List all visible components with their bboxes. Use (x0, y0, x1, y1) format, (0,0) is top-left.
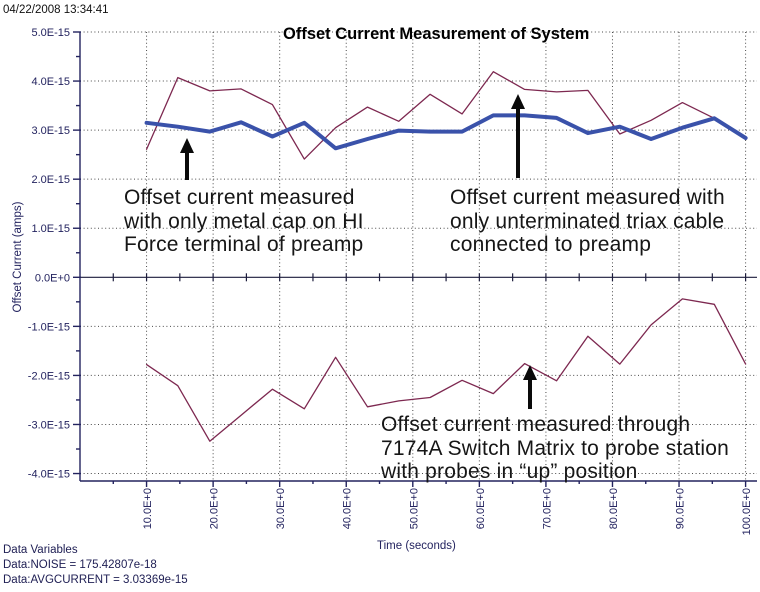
data-variables-title: Data Variables (3, 544, 78, 556)
data-avgcurrent-value: Data:AVGCURRENT = 3.03369e-15 (3, 574, 188, 586)
annotation-line: connected to preamp (450, 233, 652, 256)
data-noise-value: Data:NOISE = 175.42807e-18 (3, 559, 157, 571)
x-tick-label: 70.0E+0 (541, 488, 553, 529)
up-arrow-metal-cap-icon (180, 138, 194, 180)
up-arrow-triax-icon (511, 94, 525, 178)
annotation-line: Force terminal of preamp (124, 233, 364, 256)
annotation-line: with only metal cap on HI (124, 209, 364, 233)
x-tick-label: 80.0E+0 (608, 488, 620, 529)
annotation-line: only unterminated triax cable (450, 209, 725, 233)
timestamp: 04/22/2008 13:34:41 (3, 4, 109, 16)
y-axis-label: Offset Current (amps) (12, 201, 24, 313)
arrow-head (511, 94, 525, 109)
y-tick-label: 0.0E+0 (35, 272, 70, 284)
annotation-triax: Offset current measured with only unterm… (450, 186, 725, 257)
x-tick-label: 40.0E+0 (342, 488, 354, 529)
y-tick-label: 3.0E-15 (31, 125, 70, 137)
chart-title: Offset Current Measurement of System (283, 25, 590, 43)
annotation-line: Offset current measured through (381, 413, 691, 436)
arrow-shaft (516, 109, 520, 178)
annotation-line: Offset current measured with (450, 186, 725, 209)
arrow-shaft (185, 153, 189, 180)
arrow-head (523, 365, 537, 380)
y-tick-label: -1.0E-15 (28, 321, 70, 333)
y-tick-label: -2.0E-15 (28, 370, 70, 382)
annotation-line: 7174A Switch Matrix to probe station (381, 436, 730, 460)
x-tick-label: 10.0E+0 (142, 488, 154, 529)
x-tick-label: 60.0E+0 (475, 488, 487, 529)
y-tick-label: 1.0E-15 (31, 223, 70, 235)
x-tick-label: 50.0E+0 (408, 488, 420, 529)
arrow-head (180, 138, 194, 153)
x-tick-label: 20.0E+0 (209, 488, 221, 529)
annotation-line: Offset current measured (124, 186, 355, 209)
y-tick-label: -3.0E-15 (28, 419, 70, 431)
y-tick-label: 5.0E-15 (31, 27, 70, 39)
series-switch-matrix (145, 298, 747, 442)
x-tick-label: 100.0E+0 (741, 488, 753, 535)
up-arrow-switch-matrix-icon (523, 365, 537, 409)
x-tick-label: 30.0E+0 (275, 488, 287, 529)
series-triax-cable (145, 71, 747, 160)
arrow-shaft (528, 380, 532, 409)
annotation-line: with probes in “up” position (381, 460, 638, 483)
y-tick-label: 4.0E-15 (31, 76, 70, 88)
y-tick-label: -4.0E-15 (28, 469, 70, 481)
series-metal-cap (144, 113, 748, 151)
annotation-metal-cap: Offset current measured with only metal … (124, 186, 364, 257)
x-axis-label: Time (seconds) (377, 540, 456, 552)
annotation-switch-matrix: Offset current measured through 7174A Sw… (381, 413, 729, 484)
y-tick-label: 2.0E-15 (31, 174, 70, 186)
data-variables-block: Data Variables Data:NOISE = 175.42807e-1… (3, 543, 188, 588)
x-tick-label: 90.0E+0 (675, 488, 687, 529)
